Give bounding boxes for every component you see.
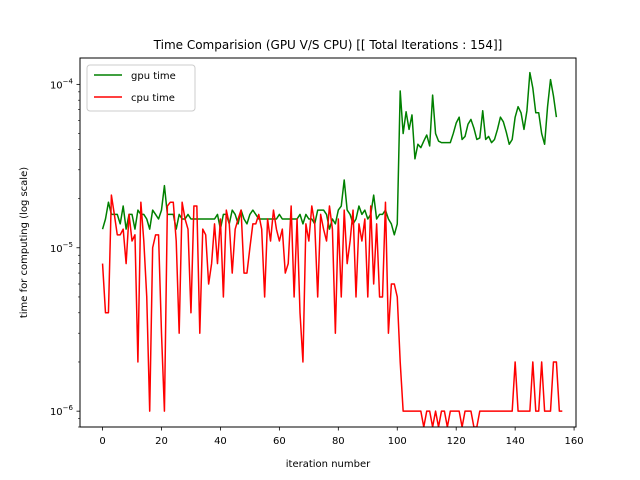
- y-tick-label: 10−6: [50, 404, 74, 418]
- legend: gpu time cpu time: [86, 64, 196, 112]
- plot-area: [101, 71, 563, 427]
- x-tick-label: 160: [565, 436, 584, 447]
- x-axis-label: iteration number: [286, 459, 371, 470]
- y-axis: 10−6 10−5 10−4: [50, 77, 80, 428]
- x-tick-label: 140: [506, 436, 525, 447]
- x-tick-label: 120: [447, 436, 466, 447]
- x-tick-label: 40: [214, 436, 227, 447]
- x-tick-label: 0: [99, 436, 105, 447]
- y-tick-label: 10−5: [50, 241, 73, 255]
- legend-label-gpu: gpu time: [131, 71, 176, 82]
- x-tick-label: 80: [332, 436, 345, 447]
- series-line-cpu-time: [101, 194, 563, 427]
- plot-frame: [79, 57, 577, 428]
- y-tick-label: 10−4: [50, 77, 74, 91]
- series-layer: [101, 71, 563, 427]
- x-axis: 0 20 40 60 80 100 120 140 160: [99, 427, 584, 447]
- legend-box: [86, 64, 196, 112]
- legend-label-cpu: cpu time: [131, 93, 175, 104]
- y-axis-label: time for computing (log scale): [19, 167, 30, 318]
- x-tick-label: 60: [273, 436, 286, 447]
- x-tick-label: 20: [155, 436, 168, 447]
- x-tick-label: 100: [388, 436, 407, 447]
- series-line-gpu-time: [101, 71, 558, 236]
- chart-title: Time Comparision (GPU V/S CPU) [[ Total …: [153, 38, 503, 52]
